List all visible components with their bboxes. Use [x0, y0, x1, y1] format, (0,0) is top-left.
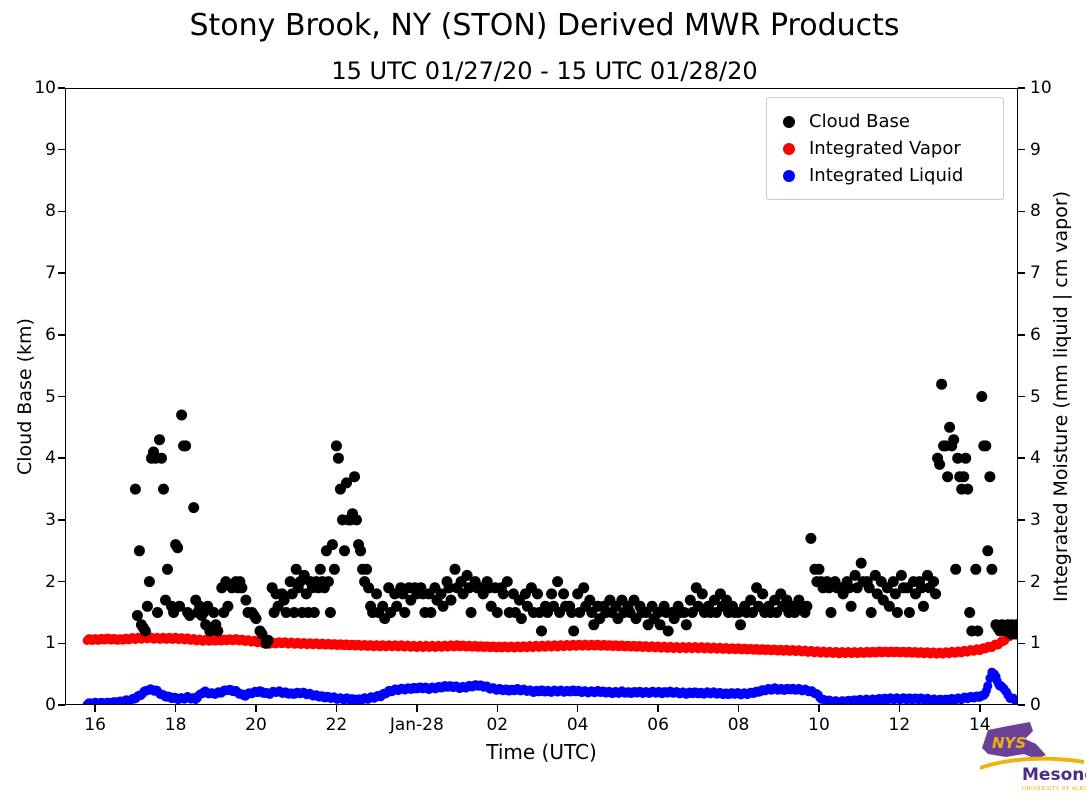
y-tick-mark-left [58, 210, 65, 213]
y-tick-label-right: 5 [1030, 386, 1041, 407]
integrated-vapor-marker-icon [783, 142, 795, 155]
legend: Cloud Base Integrated Vapor Integrated L… [766, 97, 1004, 200]
y-tick-label-left: 2 [45, 571, 56, 592]
y-tick-mark-left [58, 272, 65, 274]
y-tick-mark-left [58, 395, 65, 398]
y-tick-label-right: 3 [1030, 509, 1041, 530]
plot-frame [65, 88, 1018, 705]
logo-text-university: UNIVERSITY AT ALBANY [1022, 786, 1086, 792]
y-tick-label-left: 3 [45, 509, 56, 530]
y-tick-label-right: 1 [1030, 633, 1041, 654]
legend-item-integrated-vapor: Integrated Vapor [783, 135, 993, 162]
x-axis-label: Time (UTC) [486, 740, 597, 764]
y-tick-mark-right [1018, 519, 1025, 521]
x-tick-label: 08 [727, 715, 750, 735]
y-tick-mark-left [58, 580, 65, 583]
y-tick-mark-left [58, 87, 65, 89]
y-tick-label-left: 9 [45, 139, 56, 160]
y-tick-label-right: 0 [1030, 695, 1041, 715]
x-tick-mark [496, 705, 499, 712]
y-tick-label-right: 7 [1030, 263, 1041, 284]
y-tick-mark-right [1018, 87, 1025, 89]
legend-label: Integrated Vapor [809, 138, 961, 159]
x-tick-label: Jan-28 [389, 715, 444, 735]
x-tick-label: 06 [647, 715, 669, 735]
y-tick-mark-left [58, 148, 65, 151]
x-tick-mark [255, 705, 257, 712]
y-tick-mark-left [58, 704, 65, 706]
y-tick-label-right: 10 [1030, 78, 1052, 98]
y-tick-label-left: 8 [45, 201, 56, 222]
plot-area [82, 378, 1018, 705]
x-tick-label: 14 [968, 715, 991, 735]
y-tick-label-left: 0 [45, 695, 56, 715]
y-tick-mark-right [1018, 148, 1025, 151]
chart-title: Stony Brook, NY (STON) Derived MWR Produ… [189, 8, 900, 43]
y-tick-mark-right [1018, 272, 1025, 274]
x-tick-label: 12 [888, 715, 911, 735]
x-tick-label: 04 [566, 715, 589, 735]
x-tick-label: 10 [808, 715, 830, 735]
logo-gold-swoosh [980, 756, 1084, 770]
mesonet-logo: NYS Mesonet UNIVERSITY AT ALBANY [980, 722, 1086, 792]
x-tick-mark [737, 705, 740, 712]
legend-item-integrated-liquid: Integrated Liquid [783, 162, 993, 189]
y-tick-label-left: 7 [45, 263, 56, 284]
y-tick-label-right: 4 [1030, 448, 1041, 469]
x-tick-label: 20 [245, 715, 267, 735]
y-tick-label-right: 2 [1030, 571, 1041, 592]
x-tick-mark [576, 705, 579, 712]
logo-text-nys: NYS [992, 734, 1026, 752]
y-tick-mark-right [1018, 580, 1025, 583]
ny-state-shape [982, 722, 1046, 759]
legend-label: Cloud Base [809, 111, 910, 132]
x-tick-mark [657, 705, 659, 712]
y-tick-label-right: 6 [1030, 324, 1041, 345]
x-tick-mark [335, 705, 338, 712]
x-tick-mark [898, 705, 901, 712]
y-tick-label-left: 6 [45, 324, 56, 345]
y-tick-label-right: 8 [1030, 201, 1041, 222]
x-tick-label: 22 [325, 715, 348, 735]
y-tick-mark-right [1018, 457, 1025, 459]
integrated-liquid-marker-icon [783, 169, 795, 182]
x-tick-mark [818, 705, 820, 712]
y-tick-label-left: 5 [45, 386, 56, 407]
logo-text-mesonet: Mesonet [1022, 765, 1086, 785]
x-tick-label: 18 [164, 715, 187, 735]
y-tick-label-left: 4 [45, 448, 56, 469]
legend-item-cloud-base: Cloud Base [783, 108, 993, 135]
x-tick-mark [979, 705, 981, 712]
y-tick-mark-right [1018, 642, 1025, 645]
x-tick-label: 02 [486, 715, 509, 735]
y-tick-mark-right [1018, 704, 1025, 706]
legend-label: Integrated Liquid [809, 165, 964, 186]
chart-subtitle: 15 UTC 01/27/20 - 15 UTC 01/28/20 [331, 57, 758, 85]
y-tick-mark-left [58, 642, 65, 645]
x-tick-mark [416, 705, 418, 712]
y-tick-label-left: 1 [45, 633, 56, 654]
x-tick-mark [174, 705, 177, 712]
y-tick-mark-left [58, 334, 65, 336]
y-tick-mark-left [58, 519, 65, 521]
y-tick-label-left: 10 [34, 78, 56, 98]
x-tick-label: 16 [84, 715, 106, 735]
y-tick-label-right: 9 [1030, 139, 1041, 160]
y-tick-mark-right [1018, 210, 1025, 213]
y-tick-mark-right [1018, 334, 1025, 336]
y-tick-mark-right [1018, 395, 1025, 398]
x-tick-mark [94, 705, 96, 712]
y-tick-mark-left [58, 457, 65, 459]
cloud-base-marker-icon [783, 115, 795, 128]
